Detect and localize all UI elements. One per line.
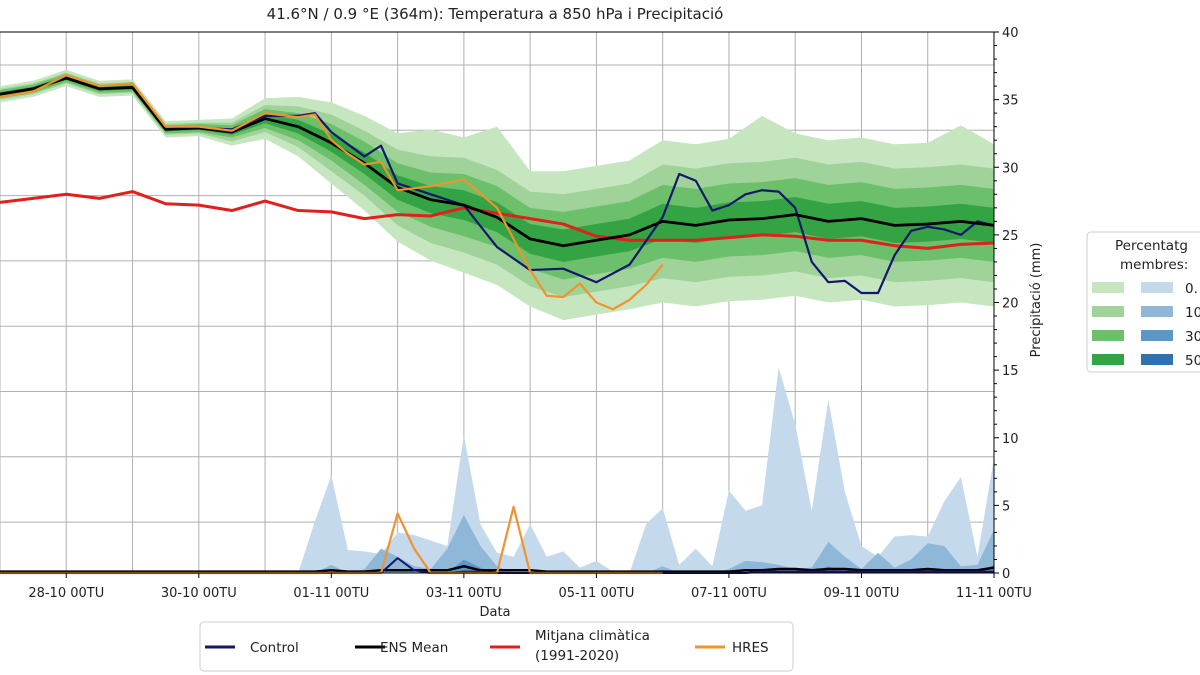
y-tick-label: 0: [1002, 567, 1010, 582]
x-tick-label: 07-11 00TU: [691, 586, 767, 601]
y-tick-label: 30: [1002, 161, 1019, 176]
legend-right-title-2: membres:: [1120, 257, 1188, 273]
chart-title: 41.6°N / 0.9 °E (364m): Temperatura a 85…: [267, 5, 724, 23]
legend-right-label: 30: [1185, 329, 1200, 345]
legend-swatch-green-50: [1092, 354, 1124, 365]
y-tick-label: 10: [1002, 432, 1019, 447]
legend-swatch-blue-50: [1141, 354, 1173, 365]
ens-mean-line: [0, 76, 995, 248]
legend-swatch-blue-10: [1141, 306, 1173, 317]
legend-label-ens_mean: ENS Mean: [380, 640, 448, 656]
legend-right-label: 10: [1185, 305, 1200, 321]
legend-bottom: Control ENS Mean Mitjana climàtica (1991-20…: [199, 621, 794, 672]
legend-label2-climate_mean: (1991-2020): [535, 648, 619, 664]
x-tick-label: 01-11 00TU: [293, 586, 369, 601]
y-tick-label: 40: [1002, 26, 1019, 41]
legend-label-hres: HRES: [732, 640, 769, 656]
legend-right-title: Percentatg: [1115, 238, 1188, 254]
legend-label-control: Control: [250, 640, 299, 656]
y-tick-label: 25: [1002, 229, 1019, 244]
legend-swatch-blue-30: [1141, 330, 1173, 341]
y-tick-label: 5: [1002, 499, 1010, 514]
legend-label-climate_mean: Mitjana climàtica: [535, 628, 650, 644]
control-line: [0, 76, 995, 295]
y-tick-label: 20: [1002, 297, 1019, 312]
precip-band-0: [0, 367, 994, 573]
y-tick-label: 35: [1002, 94, 1019, 109]
climate-mean-line: [0, 190, 995, 250]
axes: 0 5 10 15 20 25 30 35 40 28-10 00TU 30-10 00TU 01-1…: [0, 26, 1032, 601]
x-tick-label: 09-11 00TU: [824, 586, 900, 601]
x-tick-label: 30-10 00TU: [161, 586, 237, 601]
legend-right-label: 0.: [1185, 281, 1198, 297]
legend-right: Percentatg membres: 0. 10 30 50: [1086, 231, 1200, 373]
legend-swatch-green-0.: [1092, 282, 1124, 293]
legend-swatch-blue-0.: [1141, 282, 1173, 293]
hres-line: [0, 74, 664, 311]
y-axis-right-label: Precipitació (mm): [1029, 243, 1044, 358]
legend-swatch-green-10: [1092, 306, 1124, 317]
x-tick-label: 03-11 00TU: [426, 586, 502, 601]
x-axis-label: Data: [479, 605, 510, 620]
x-tick-label: 05-11 00TU: [558, 586, 634, 601]
x-tick-label: 11-11 00TU: [956, 586, 1032, 601]
y-tick-label: 15: [1002, 364, 1019, 379]
legend-right-label: 50: [1185, 353, 1200, 369]
precip-bands: [0, 367, 994, 573]
legend-swatch-green-30: [1092, 330, 1124, 341]
x-tick-label: 28-10 00TU: [28, 586, 104, 601]
